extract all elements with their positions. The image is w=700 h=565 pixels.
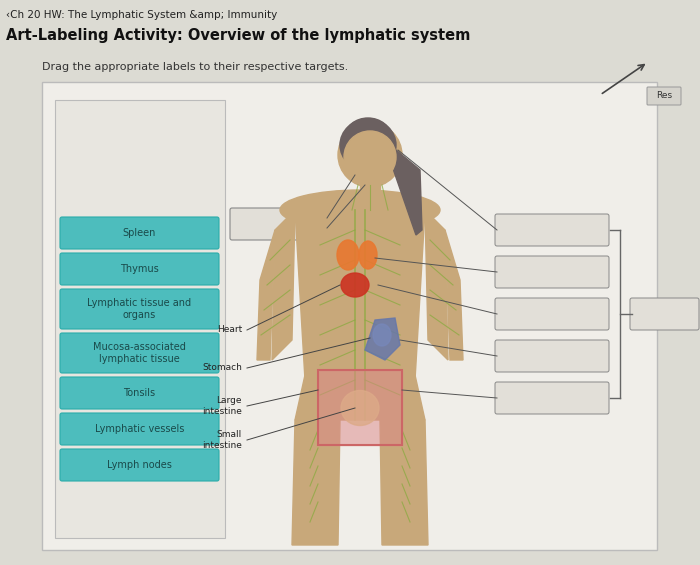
Text: Heart: Heart <box>217 325 242 334</box>
Bar <box>360 183 380 203</box>
Text: Thymus: Thymus <box>120 264 159 274</box>
Polygon shape <box>292 420 340 545</box>
Ellipse shape <box>373 324 391 346</box>
FancyBboxPatch shape <box>60 377 219 409</box>
FancyBboxPatch shape <box>630 298 699 330</box>
Ellipse shape <box>345 118 391 156</box>
FancyBboxPatch shape <box>60 333 219 373</box>
FancyBboxPatch shape <box>495 256 609 288</box>
Polygon shape <box>295 210 425 380</box>
Polygon shape <box>318 370 402 445</box>
Text: Large
intestine: Large intestine <box>202 396 242 416</box>
Polygon shape <box>380 420 428 545</box>
Ellipse shape <box>359 241 377 269</box>
Text: Stomach: Stomach <box>202 363 242 372</box>
FancyBboxPatch shape <box>230 208 329 240</box>
Polygon shape <box>445 230 463 360</box>
Text: Art-Labeling Activity: Overview of the lymphatic system: Art-Labeling Activity: Overview of the l… <box>6 28 470 43</box>
FancyBboxPatch shape <box>495 298 609 330</box>
FancyBboxPatch shape <box>60 413 219 445</box>
Bar <box>42 82 657 550</box>
FancyBboxPatch shape <box>60 253 219 285</box>
Ellipse shape <box>337 240 359 270</box>
Polygon shape <box>295 375 425 420</box>
FancyBboxPatch shape <box>495 382 609 414</box>
Polygon shape <box>272 210 295 360</box>
Polygon shape <box>390 150 422 235</box>
Ellipse shape <box>341 390 379 425</box>
FancyBboxPatch shape <box>495 214 609 246</box>
Text: ‹Ch 20 HW: The Lymphatic System &amp; Immunity: ‹Ch 20 HW: The Lymphatic System &amp; Im… <box>6 10 277 20</box>
FancyBboxPatch shape <box>60 289 219 329</box>
Polygon shape <box>425 210 448 360</box>
Text: Drag the appropriate labels to their respective targets.: Drag the appropriate labels to their res… <box>42 62 349 72</box>
FancyBboxPatch shape <box>60 217 219 249</box>
Bar <box>318 370 402 445</box>
Text: Lymphatic vessels: Lymphatic vessels <box>94 424 184 434</box>
Text: Tonsils: Tonsils <box>123 388 155 398</box>
Text: Mucosa-associated
lymphatic tissue: Mucosa-associated lymphatic tissue <box>93 342 186 364</box>
FancyBboxPatch shape <box>60 449 219 481</box>
Ellipse shape <box>340 119 396 171</box>
Text: Lymphatic tissue and
organs: Lymphatic tissue and organs <box>88 298 192 320</box>
Text: Res: Res <box>656 92 672 101</box>
Polygon shape <box>365 318 400 360</box>
Text: Lymph nodes: Lymph nodes <box>107 460 172 470</box>
FancyBboxPatch shape <box>647 87 681 105</box>
Circle shape <box>338 123 402 187</box>
Polygon shape <box>257 230 275 360</box>
Text: Small
intestine: Small intestine <box>202 431 242 450</box>
Bar <box>55 100 225 538</box>
FancyBboxPatch shape <box>495 340 609 372</box>
Ellipse shape <box>280 190 440 230</box>
Circle shape <box>344 131 396 183</box>
Text: Spleen: Spleen <box>122 228 156 238</box>
Ellipse shape <box>341 273 369 297</box>
